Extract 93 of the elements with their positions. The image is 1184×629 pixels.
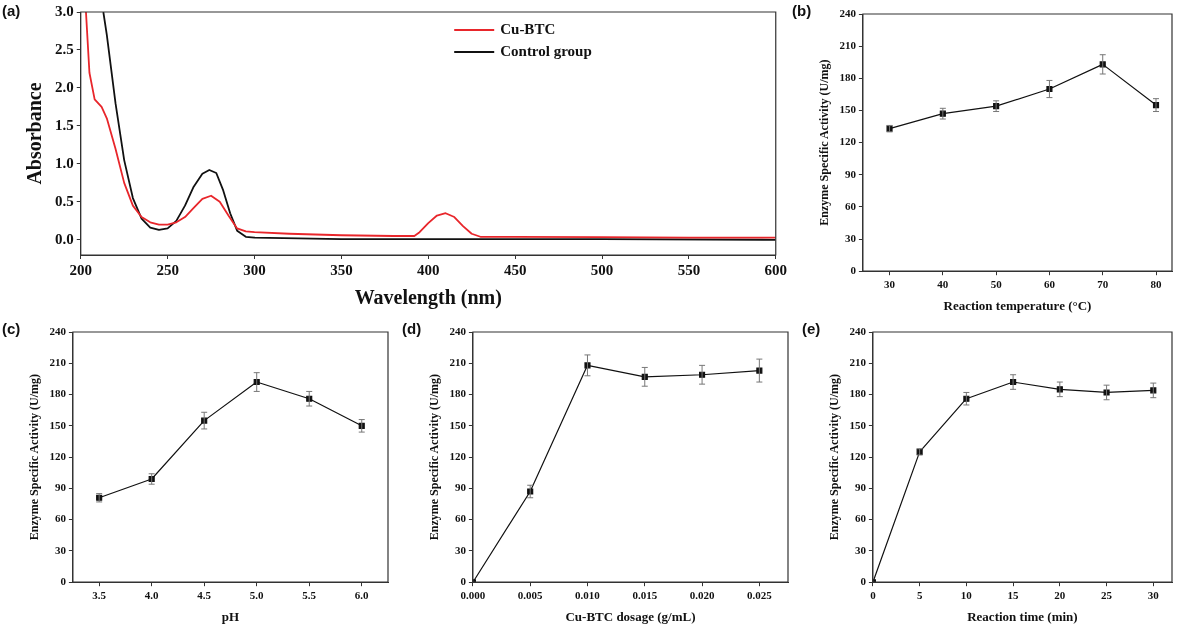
x-axis-title: Reaction temperature (°C) [943,297,1092,313]
x-axis-title: Reaction time (min) [967,608,1078,624]
x-tick-label: 0.005 [517,588,544,601]
y-tick-label: 240 [849,324,867,337]
chart-title: (a) [2,2,21,19]
y-tick-label: 90 [844,167,857,180]
y-tick-label: 210 [839,38,857,51]
y-tick-label: 30 [844,231,857,244]
y-tick-label: 3.0 [55,2,74,19]
y-tick-label: 120 [849,449,867,462]
y-axis-title: Absorbance [23,82,46,185]
y-tick-label: 210 [49,356,67,369]
x-tick-label: 30 [1147,588,1160,601]
y-tick-label: 90 [454,481,467,494]
y-tick-label: 180 [449,387,467,400]
x-tick-label: 25 [1101,588,1113,601]
x-tick-label: 0.025 [746,588,773,601]
x-tick-label: 70 [1097,277,1109,290]
x-tick-label: 5 [916,588,923,601]
x-tick-label: 3.5 [92,588,107,601]
y-tick-label: 60 [54,512,67,525]
y-tick-label: 240 [49,324,67,337]
y-tick-label: 0.0 [55,230,74,247]
x-axis-title: Cu-BTC dosage (g/mL) [565,608,696,624]
x-tick-label: 40 [937,277,949,290]
y-tick-label: 0 [860,575,867,588]
x-tick-label: 0.010 [575,588,601,601]
y-tick-label: 90 [854,481,867,494]
chart-title: (c) [2,320,21,337]
x-tick-label: 60 [1043,277,1056,290]
y-tick-label: 180 [49,387,67,400]
y-tick-label: 0 [60,575,67,588]
x-tick-label: 250 [156,261,179,278]
y-tick-label: 150 [849,418,867,431]
y-tick-label: 60 [844,199,857,212]
y-tick-label: 210 [449,356,467,369]
y-axis-title: Enzyme Specific Activity (U/mg) [827,373,842,541]
x-tick-label: 600 [764,261,787,278]
x-tick-label: 200 [69,261,92,278]
y-tick-label: 120 [49,449,67,462]
y-tick-label: 180 [839,71,857,84]
y-tick-label: 30 [854,543,867,556]
x-tick-label: 0.000 [460,588,486,601]
y-axis-title: Enzyme Specific Activity (U/mg) [427,373,442,541]
y-tick-label: 210 [849,356,867,369]
x-tick-label: 350 [330,261,353,278]
y-axis-title: Enzyme Specific Activity (U/mg) [27,373,42,541]
x-tick-label: 400 [417,261,440,278]
x-tick-label: 20 [1054,588,1066,601]
x-tick-label: 10 [960,588,973,601]
chart-title: (b) [792,2,812,19]
x-tick-label: 550 [677,261,701,278]
x-tick-label: 300 [243,261,266,278]
x-axis-title: Wavelength (nm) [354,286,502,310]
y-tick-label: 60 [454,512,467,525]
y-tick-label: 1.0 [55,154,74,171]
y-tick-label: 0 [460,575,467,588]
x-tick-label: 15 [1007,588,1020,601]
x-tick-label: 0.020 [689,588,715,601]
legend-label: Cu-BTC [500,20,556,37]
y-tick-label: 150 [839,103,857,116]
y-axis-title: Enzyme Specific Activity (U/mg) [817,59,832,226]
y-tick-label: 2.0 [55,78,74,95]
x-tick-label: 5.0 [249,588,265,601]
y-tick-label: 150 [49,418,67,431]
y-tick-label: 0.5 [55,192,74,209]
chart-title: (e) [802,320,821,337]
x-tick-label: 80 [1150,277,1163,290]
x-tick-label: 0.015 [632,588,658,601]
y-tick-label: 120 [839,135,857,148]
x-tick-label: 50 [990,277,1003,290]
y-tick-label: 2.5 [55,40,74,57]
x-tick-label: 0 [870,588,877,601]
x-axis-title: pH [221,608,240,624]
x-tick-label: 5.5 [302,588,317,601]
legend-label: Control group [500,42,592,59]
y-tick-label: 240 [839,6,857,19]
y-tick-label: 150 [449,418,467,431]
x-tick-label: 4.0 [144,588,160,601]
x-tick-label: 4.5 [197,588,212,601]
x-tick-label: 450 [503,261,527,278]
y-tick-label: 180 [849,387,867,400]
x-tick-label: 500 [590,261,614,278]
y-tick-label: 60 [854,512,867,525]
y-tick-label: 90 [54,481,67,494]
x-tick-label: 6.0 [354,588,370,601]
y-tick-label: 240 [449,324,467,337]
x-tick-label: 30 [884,277,896,290]
y-tick-label: 1.5 [55,116,74,133]
y-tick-label: 30 [54,543,67,556]
y-tick-label: 120 [449,449,467,462]
chart-title: (d) [402,320,422,337]
y-tick-label: 30 [454,543,467,556]
